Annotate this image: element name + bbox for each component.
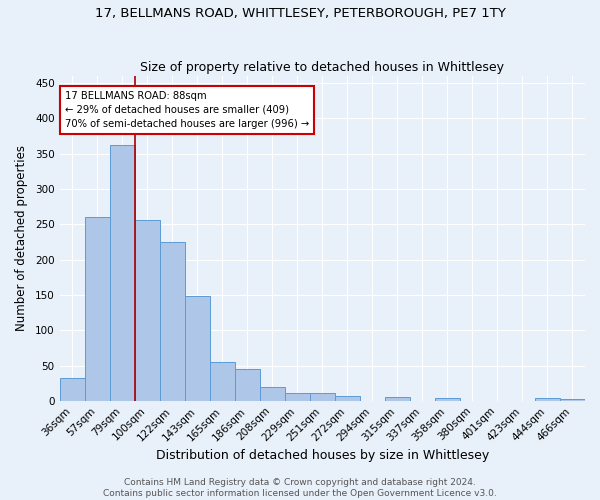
Bar (310, 393, 335, 401)
Bar (59, 378, 85, 401)
Bar (134, 220, 160, 401)
Bar (435, 398, 460, 401)
Text: 17, BELLMANS ROAD, WHITTLESEY, PETERBOROUGH, PE7 1TY: 17, BELLMANS ROAD, WHITTLESEY, PETERBORO… (95, 8, 505, 20)
Bar (535, 398, 560, 401)
Text: Contains HM Land Registry data © Crown copyright and database right 2024.
Contai: Contains HM Land Registry data © Crown c… (103, 478, 497, 498)
Bar (385, 396, 410, 401)
Bar (160, 242, 185, 401)
Bar (285, 393, 310, 401)
X-axis label: Distribution of detached houses by size in Whittlesey: Distribution of detached houses by size … (155, 450, 489, 462)
Bar (209, 362, 235, 401)
Bar (235, 369, 260, 401)
Bar (110, 144, 134, 401)
Bar (260, 386, 285, 401)
Y-axis label: Number of detached properties: Number of detached properties (15, 146, 28, 332)
Bar (185, 296, 209, 401)
Bar (335, 396, 360, 401)
Bar (85, 218, 110, 401)
Title: Size of property relative to detached houses in Whittlesey: Size of property relative to detached ho… (140, 60, 504, 74)
Text: 17 BELLMANS ROAD: 88sqm
← 29% of detached houses are smaller (409)
70% of semi-d: 17 BELLMANS ROAD: 88sqm ← 29% of detache… (65, 90, 309, 128)
Bar (560, 398, 585, 401)
